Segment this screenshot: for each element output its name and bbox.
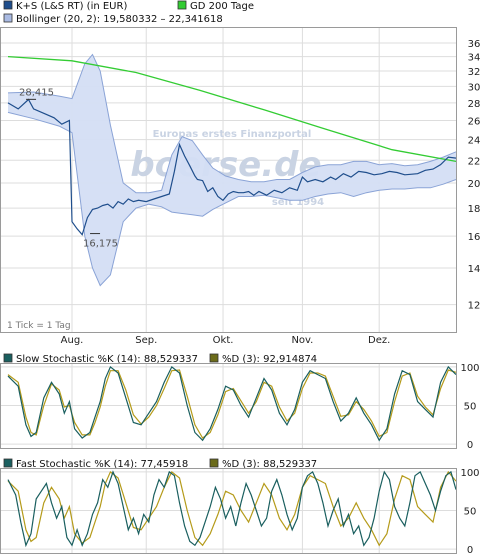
annotation-high: 28,415 — [19, 87, 54, 98]
bollinger-upper-line — [7, 53, 457, 194]
legend-swatch — [177, 0, 187, 10]
x-tick-label: Okt. — [213, 335, 234, 346]
y-tick-label: 50 — [464, 402, 477, 413]
slow-stochastic-k-line — [7, 365, 457, 442]
bollinger-lower-line — [7, 111, 457, 287]
price-panel: 12 14 16 18 20 22 24 26 28 30 32 34 36 Europas erstes… — [0, 27, 480, 346]
y-tick-label: 26 — [468, 117, 481, 128]
x-tick-label: Sep. — [135, 335, 157, 346]
y-tick-label: 28 — [468, 99, 481, 110]
y-tick-label: 30 — [468, 82, 481, 93]
slow-stochastic-d-line — [7, 369, 457, 439]
legend-label: Fast Stochastic %K (14): 77,45918 — [16, 459, 188, 470]
legend-label: GD 200 Tage — [190, 1, 254, 12]
price-frame — [0, 27, 457, 333]
y-tick-label: 20 — [468, 179, 481, 190]
fast-stochastic-frame — [0, 468, 457, 554]
watermark-line2: seit 1994 — [272, 197, 324, 208]
watermark-line1: Europas erstes Finanzportal — [153, 129, 312, 140]
y-tick-label: 100 — [460, 363, 479, 374]
y-tick-label: 100 — [460, 468, 479, 479]
gd200-line — [7, 55, 457, 163]
legend-label: %D (3): 88,529337 — [222, 459, 317, 470]
legend-swatch — [3, 13, 13, 23]
bollinger-band — [8, 54, 456, 286]
y-tick-label: 24 — [468, 136, 481, 147]
y-tick-label: 34 — [468, 53, 481, 64]
footnote: 1 Tick = 1 Tag — [7, 321, 71, 331]
y-tick-label: 0 — [467, 545, 473, 556]
legend-swatch — [209, 353, 219, 363]
legend-swatch — [3, 353, 13, 363]
price-line — [7, 98, 457, 236]
legend-label: Slow Stochastic %K (14): 88,529337 — [16, 354, 198, 365]
annotation-low: 16,175 — [83, 239, 118, 250]
y-tick-label: 14 — [468, 264, 481, 275]
slow-stochastic-panel: Slow Stochastic %K (14): 88,529337 %D (3)… — [0, 353, 480, 451]
legend-label: K+S (L&S RT) (in EUR) — [16, 1, 127, 12]
legend-swatch — [209, 458, 219, 468]
fast-stochastic-k-line — [7, 470, 457, 548]
x-tick-label: Dez. — [368, 335, 390, 346]
slow-stochastic-frame — [0, 363, 457, 449]
legend-label: %D (3): 92,914874 — [222, 354, 317, 365]
y-tick-label: 50 — [464, 507, 477, 518]
y-tick-label: 22 — [468, 156, 481, 167]
x-tick-label: Nov. — [291, 335, 313, 346]
y-tick-label: 0 — [467, 440, 473, 451]
legend-label: Bollinger (20, 2): 19,580332 – 22,341618 — [16, 14, 223, 25]
x-tick-label: Aug. — [61, 335, 84, 346]
fast-stochastic-panel: Fast Stochastic %K (14): 77,45918 %D (3):… — [0, 458, 480, 556]
legend-swatch — [3, 458, 13, 468]
y-tick-label: 36 — [468, 39, 481, 50]
legend-swatch — [3, 0, 13, 10]
y-tick-label: 12 — [468, 301, 481, 312]
y-tick-label: 16 — [468, 232, 481, 243]
y-tick-label: 32 — [468, 67, 481, 78]
y-tick-label: 18 — [468, 204, 481, 215]
